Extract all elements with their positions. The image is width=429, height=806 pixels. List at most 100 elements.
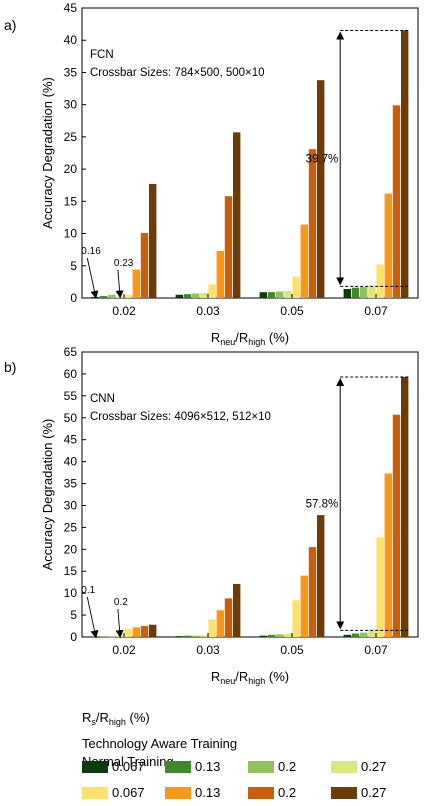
legend-swatch-aware-4 bbox=[331, 761, 357, 773]
bar bbox=[360, 632, 368, 637]
bar bbox=[132, 627, 140, 637]
bar bbox=[108, 294, 116, 298]
bar bbox=[91, 296, 99, 298]
x-tick-label: 0.05 bbox=[280, 304, 304, 318]
y-tick-label: 15 bbox=[64, 194, 78, 208]
bar bbox=[132, 269, 140, 298]
annotation-arrow bbox=[86, 596, 99, 639]
bar bbox=[317, 80, 325, 298]
y-tick-label: 45 bbox=[64, 433, 78, 447]
bar bbox=[233, 132, 241, 298]
y-tick-label: 60 bbox=[64, 367, 78, 381]
bar bbox=[284, 290, 292, 298]
y-tick-label: 50 bbox=[64, 411, 78, 425]
bar bbox=[284, 633, 292, 637]
y-axis-label: Accuracy Degradation (%) bbox=[40, 419, 55, 571]
bar bbox=[200, 292, 208, 298]
annotation-label: 0.23 bbox=[114, 258, 134, 269]
bar bbox=[224, 196, 233, 298]
y-tick-label: 10 bbox=[64, 586, 78, 600]
panel-label: b) bbox=[4, 359, 16, 375]
bar bbox=[99, 636, 108, 638]
y-tick-label: 45 bbox=[64, 1, 78, 15]
bar bbox=[343, 288, 351, 298]
bar bbox=[368, 630, 376, 637]
bar bbox=[351, 633, 360, 637]
legend-swatch-normal-1 bbox=[82, 787, 108, 799]
legend: Rs/Rhigh (%)Technology Aware TrainingNor… bbox=[82, 710, 386, 800]
bar bbox=[91, 636, 99, 638]
y-tick-label: 15 bbox=[64, 564, 78, 578]
bar bbox=[233, 583, 241, 637]
legend-label-normal-2: 0.13 bbox=[195, 785, 220, 800]
bracket-label: 39.7% bbox=[306, 153, 339, 165]
bar bbox=[116, 296, 124, 298]
bar bbox=[276, 634, 284, 637]
legend-swatch-normal-4 bbox=[331, 787, 357, 799]
bar bbox=[351, 287, 360, 298]
bar bbox=[317, 515, 325, 637]
bar bbox=[300, 575, 308, 637]
x-tick-label: 0.02 bbox=[112, 643, 136, 657]
bar bbox=[308, 149, 317, 298]
bar bbox=[360, 287, 368, 298]
annotation-label: 0.1 bbox=[81, 585, 95, 596]
y-tick-label: 5 bbox=[70, 259, 77, 273]
legend-group-aware: Technology Aware Training bbox=[82, 736, 237, 751]
chart-panel-2: b) 0 5 10 15 20 25 30 35 40 45 50 55 60 65 Accuracy Deg… bbox=[4, 345, 419, 686]
legend-swatch-normal-3 bbox=[248, 787, 274, 799]
bar bbox=[401, 30, 409, 299]
bar bbox=[124, 629, 132, 637]
y-tick-label: 35 bbox=[64, 477, 78, 491]
y-tick-label: 5 bbox=[70, 608, 77, 622]
bar bbox=[292, 276, 300, 298]
chart-title: FCN bbox=[90, 49, 114, 61]
legend-swatch-aware-3 bbox=[248, 761, 274, 773]
y-tick-label: 40 bbox=[64, 455, 78, 469]
bar bbox=[267, 634, 276, 637]
x-tick-label: 0.02 bbox=[112, 304, 136, 318]
bar bbox=[116, 636, 124, 637]
bar bbox=[208, 619, 216, 637]
legend-label-normal-4: 0.27 bbox=[361, 785, 386, 800]
bar bbox=[140, 626, 149, 637]
legend-label-normal-1: 0.067 bbox=[112, 785, 145, 800]
y-tick-label: 25 bbox=[64, 520, 78, 534]
bar bbox=[208, 284, 216, 298]
y-tick-label: 35 bbox=[64, 65, 78, 79]
bar bbox=[376, 264, 384, 298]
x-tick-label: 0.03 bbox=[196, 643, 220, 657]
bar bbox=[149, 183, 157, 298]
annotation-arrow bbox=[86, 257, 99, 299]
x-tick-label: 0.03 bbox=[196, 304, 220, 318]
chart-panel-1: a) 0 5 10 15 20 25 30 35 40 45 Accuracy Degradation… bbox=[4, 1, 419, 347]
bar bbox=[192, 635, 200, 637]
annotation-arrow bbox=[115, 608, 124, 639]
bar bbox=[175, 636, 183, 637]
chart-title: CNN bbox=[90, 393, 115, 405]
annotation-label: 0.16 bbox=[81, 246, 101, 257]
legend-swatch-aware-1 bbox=[82, 761, 108, 773]
x-tick-label: 0.07 bbox=[364, 643, 388, 657]
bar bbox=[224, 598, 233, 637]
bar bbox=[140, 232, 149, 298]
bar bbox=[175, 294, 183, 298]
legend-title: Rs/Rhigh (%) bbox=[82, 710, 150, 727]
bar bbox=[384, 473, 392, 637]
x-axis-label: Rneu/Rhigh (%) bbox=[211, 330, 289, 347]
bar bbox=[183, 635, 192, 637]
bar bbox=[308, 547, 317, 637]
annotation-label: 0.2 bbox=[114, 597, 128, 608]
bar bbox=[392, 105, 401, 298]
y-tick-label: 55 bbox=[64, 389, 78, 403]
x-axis-label: Rneu/Rhigh (%) bbox=[211, 669, 289, 686]
y-tick-label: 25 bbox=[64, 130, 78, 144]
bar bbox=[384, 193, 392, 298]
legend-label-aware-1: 0.067 bbox=[112, 759, 145, 774]
chart-subtitle: Crossbar Sizes: 4096×512, 512×10 bbox=[90, 411, 271, 423]
panel-label: a) bbox=[4, 17, 16, 33]
bar bbox=[292, 600, 300, 637]
bracket-label: 57.8% bbox=[306, 499, 339, 511]
y-tick-label: 65 bbox=[64, 345, 78, 359]
